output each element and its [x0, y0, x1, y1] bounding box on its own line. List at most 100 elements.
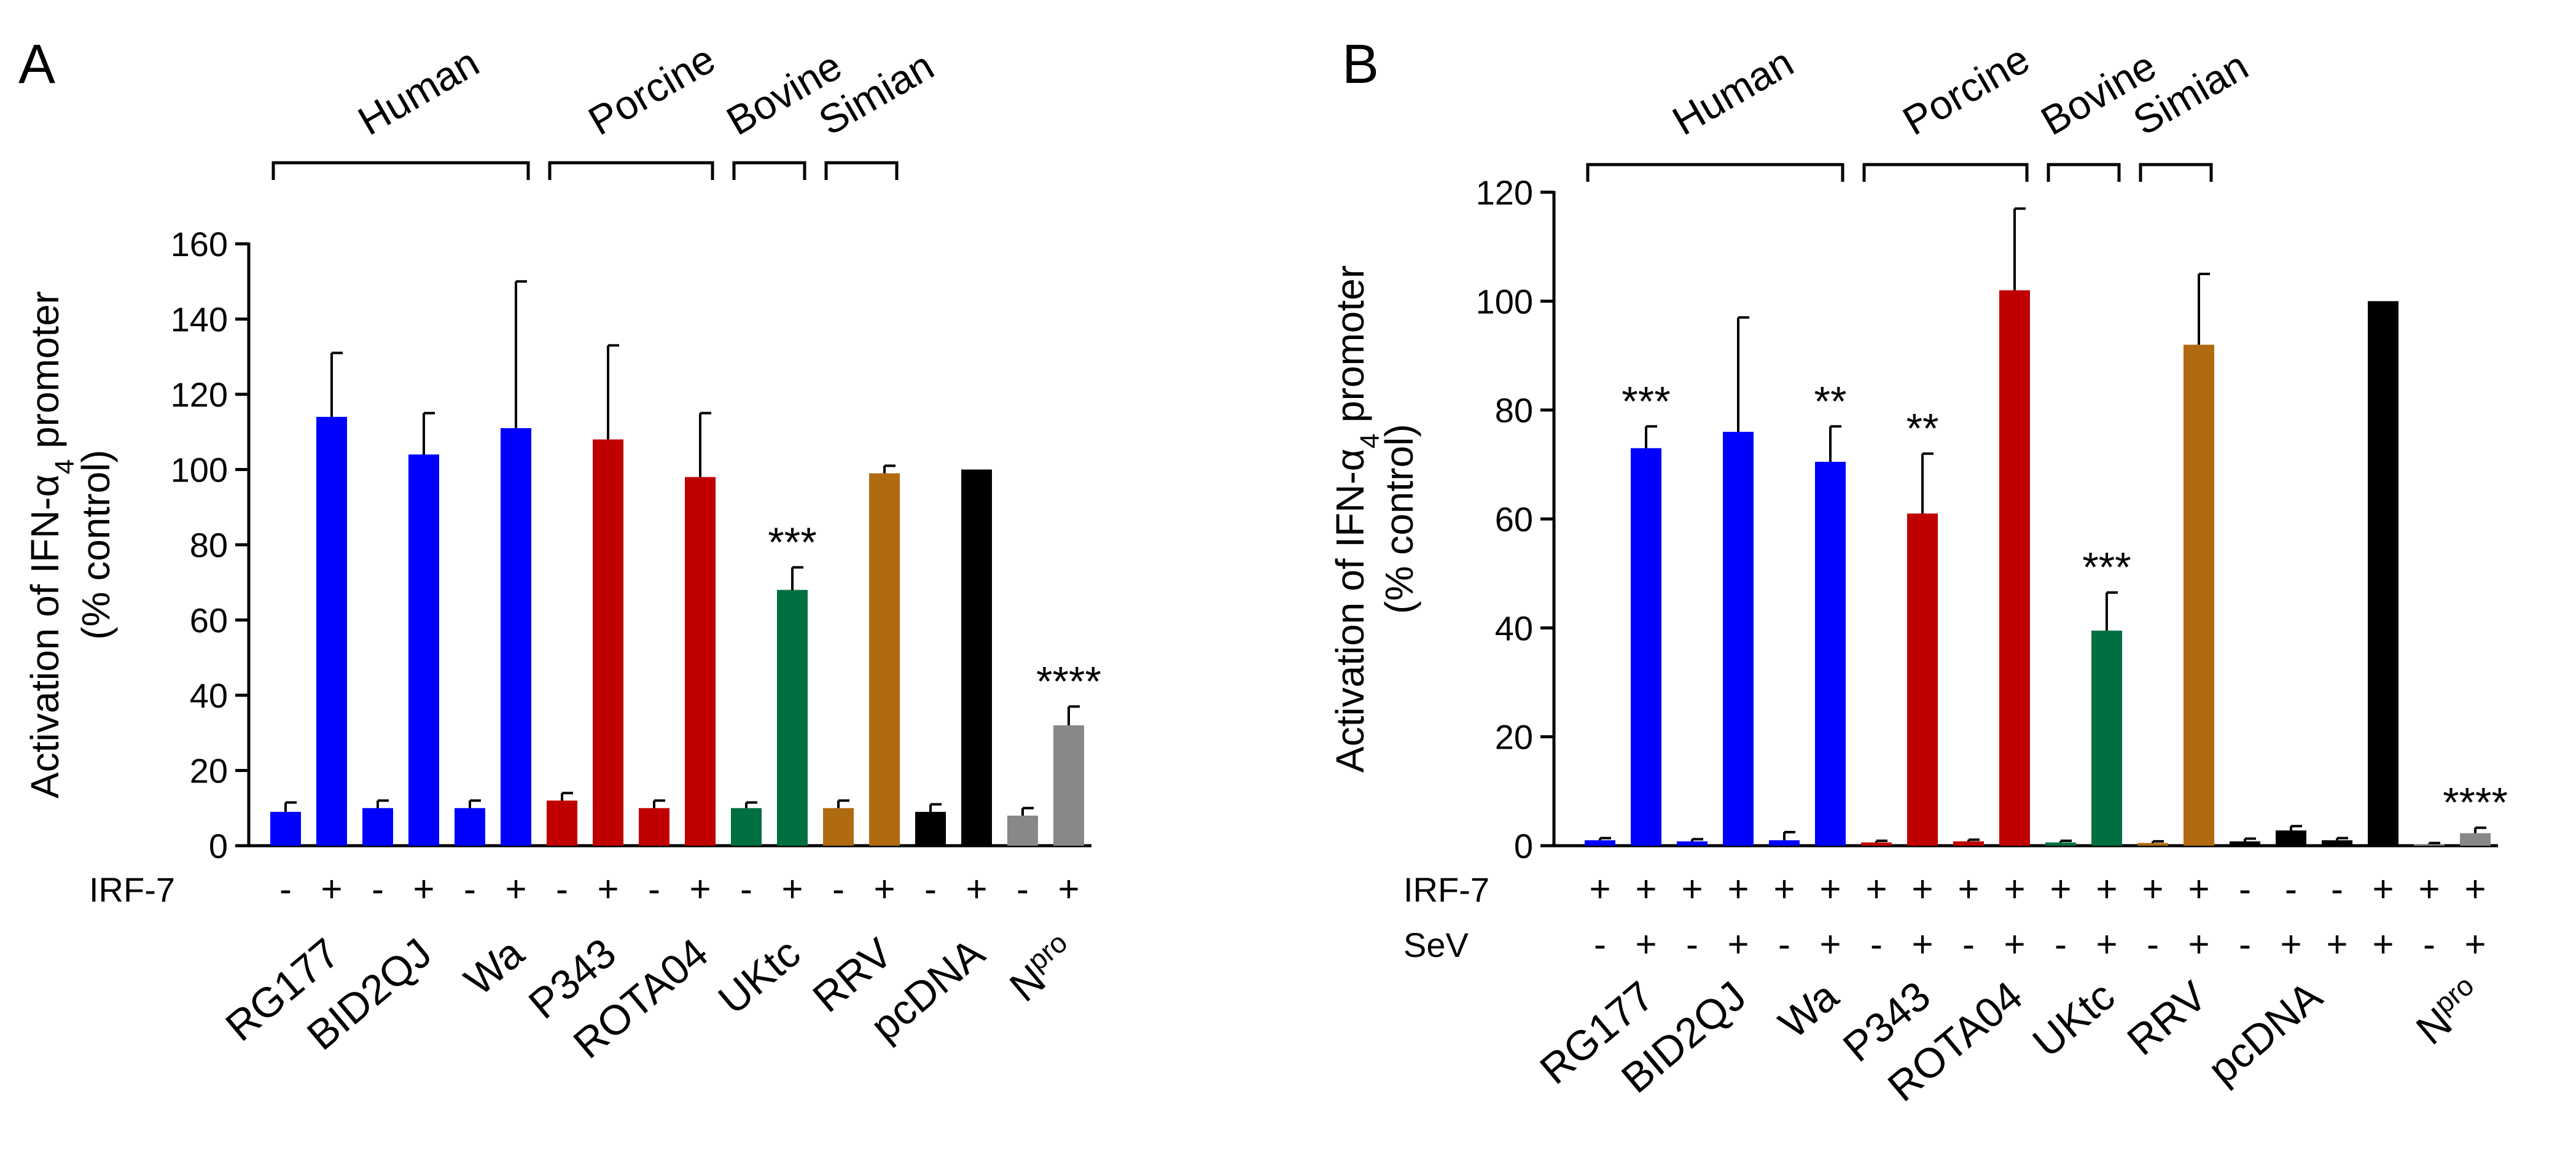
treatment-sign: + [1681, 868, 1703, 910]
category-label: RRV [2118, 972, 2215, 1064]
treatment-sign: + [505, 868, 526, 910]
y-axis-label-subscript: 4 [1355, 434, 1385, 448]
treatment-sign: + [2188, 924, 2209, 965]
group-bracket [2047, 163, 2121, 182]
treatment-sign: + [1727, 868, 1749, 910]
y-tick-label: 100 [1476, 282, 1533, 321]
treatment-sign: + [1773, 868, 1795, 910]
bar [1769, 840, 1800, 846]
bar [2414, 844, 2445, 846]
bar [1677, 841, 1708, 846]
group-bracket [1586, 163, 1844, 182]
y-tick-label: 40 [190, 676, 228, 715]
treatment-sign: - [1017, 868, 1029, 910]
treatment-sign: + [2372, 924, 2394, 965]
bar [1723, 432, 1754, 846]
panel-b: B Activation of IFN-α4 promoter(% control… [1328, 34, 2508, 1110]
category-label: Npro [998, 926, 1085, 1011]
bar [2460, 833, 2491, 846]
bar [685, 477, 716, 846]
bar [2276, 830, 2306, 846]
significance-label: ** [1907, 405, 1939, 452]
group-bracket [271, 161, 530, 180]
y-axis-label-main: Activation of IFN-α [23, 474, 67, 798]
bar [1053, 725, 1084, 846]
category-label-text: UKtc [2024, 972, 2123, 1066]
y-axis-label-units: (% control) [1377, 424, 1421, 614]
bar [2184, 345, 2214, 846]
bar [2091, 630, 2122, 846]
category-label-text: RRV [2118, 972, 2215, 1064]
treatment-sign: + [1727, 924, 1749, 965]
y-tick-label: 20 [190, 752, 228, 790]
treatment-sign: - [2331, 868, 2343, 910]
category-label-text: pcDNA [2199, 972, 2331, 1093]
bar [501, 428, 531, 846]
treatment-sign: + [1635, 868, 1657, 910]
treatment-sign: - [372, 868, 384, 910]
treatment-sign: + [2464, 924, 2486, 965]
row-label: IRF-7 [89, 870, 175, 909]
bar [869, 473, 900, 846]
group-label: Human [351, 39, 486, 144]
bar [455, 808, 485, 846]
y-axis-label-suffix: promoter [1328, 265, 1372, 434]
treatment-sign: - [2285, 868, 2297, 910]
treatment-sign: - [1962, 924, 1975, 965]
group-bracket [1862, 163, 2029, 182]
bar [316, 416, 347, 846]
bar [823, 808, 854, 846]
treatment-sign: + [1058, 868, 1079, 910]
y-tick-label: 60 [190, 601, 228, 640]
treatment-sign: + [2142, 868, 2163, 910]
treatment-sign: - [1686, 924, 1698, 965]
treatment-sign: - [279, 868, 292, 910]
bar [2137, 843, 2168, 846]
panel-letter: B [1342, 34, 1379, 95]
treatment-sign: - [832, 868, 845, 910]
y-tick-label: 120 [1476, 173, 1533, 212]
category-label: pcDNA [2199, 972, 2331, 1093]
bar [547, 800, 577, 846]
bar [777, 590, 808, 846]
y-tick-label: 100 [171, 451, 228, 489]
bar [1815, 461, 1846, 846]
y-tick-label: 0 [1514, 827, 1533, 865]
category-label: UKtc [2024, 972, 2123, 1066]
group-bracket [824, 161, 899, 180]
y-tick-label: 20 [1495, 718, 1533, 757]
treatment-sign: + [1819, 868, 1841, 910]
row-label: SeV [1403, 926, 1469, 964]
bar [1631, 448, 1661, 846]
treatment-sign: + [2004, 868, 2025, 910]
bar [1999, 290, 2030, 846]
group-bracket [732, 161, 806, 180]
treatment-sign: - [1778, 924, 1790, 965]
bar [1007, 816, 1038, 846]
y-tick-label: 140 [171, 300, 228, 339]
y-axis-label: Activation of IFN-α4 promoter [1328, 265, 1385, 773]
y-tick-label: 0 [209, 827, 228, 865]
treatment-sign: - [2055, 924, 2067, 965]
treatment-sign: + [1635, 924, 1657, 965]
category-label-text: UKtc [709, 929, 809, 1023]
treatment-sign: + [966, 868, 987, 910]
bar [408, 454, 439, 846]
bar [1907, 513, 1938, 846]
treatment-sign: + [1865, 868, 1887, 910]
group-bracket [2139, 163, 2213, 182]
y-tick-label: 60 [1495, 500, 1533, 539]
treatment-sign: + [2280, 924, 2301, 965]
treatment-sign: + [413, 868, 434, 910]
y-axis-label-main: Activation of IFN-α [1328, 448, 1372, 773]
treatment-sign: + [1911, 868, 1933, 910]
bar [270, 811, 301, 846]
bar [961, 469, 992, 846]
treatment-sign: - [556, 868, 568, 910]
treatment-sign: - [2423, 924, 2435, 965]
panel-letter: A [18, 34, 55, 95]
treatment-sign: + [597, 868, 619, 910]
bar [731, 808, 762, 846]
bar [639, 808, 669, 846]
treatment-sign: + [321, 868, 342, 910]
